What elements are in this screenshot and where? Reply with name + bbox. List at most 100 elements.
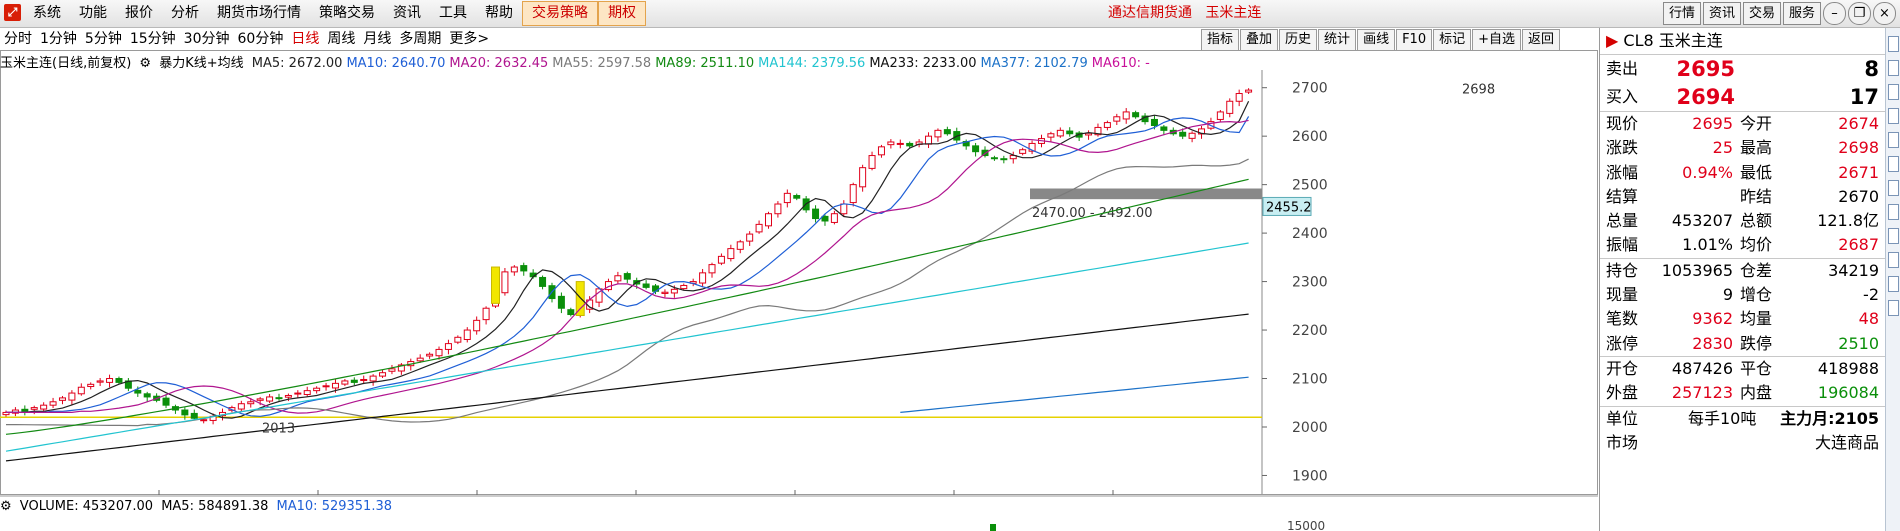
quote-row: 现量 9 增仓 -2 <box>1600 283 1885 307</box>
menu-item-0[interactable]: 系统 <box>33 5 61 21</box>
candle-body <box>322 385 330 388</box>
app-logo-icon[interactable]: ⤢ <box>4 4 21 21</box>
candle-body <box>1000 158 1008 161</box>
period-tab-10[interactable]: 更多> <box>449 31 490 47</box>
menu-item-7[interactable]: 工具 <box>439 5 467 21</box>
period-tab-0[interactable]: 分时 <box>4 31 32 47</box>
tool-button-5[interactable]: F10 <box>1396 29 1433 51</box>
candle-body <box>256 398 264 401</box>
candle-body <box>1150 118 1158 127</box>
close-icon[interactable]: × <box>1873 2 1896 25</box>
period-tab-1[interactable]: 1分钟 <box>40 31 77 47</box>
candle-body <box>284 394 292 398</box>
service-button[interactable]: 服务 <box>1782 2 1821 25</box>
main-menu: 系统 功能 报价 分析 期货市场行情 策略交易 资讯 工具 帮助 交易策略 期权 <box>24 0 646 27</box>
menu-item-8[interactable]: 帮助 <box>485 5 513 21</box>
candle-body <box>1188 132 1196 139</box>
candle-body <box>463 329 471 340</box>
tool-button-4[interactable]: 画线 <box>1357 29 1396 51</box>
sell-row[interactable]: 卖出 2695 8 <box>1600 55 1885 83</box>
quote-label: 结算 <box>1606 186 1639 206</box>
candle-body <box>115 378 123 383</box>
candle-body <box>877 146 885 156</box>
candle-body <box>341 380 349 385</box>
minimize-icon[interactable]: – <box>1823 2 1846 25</box>
tool-button-1[interactable]: 叠加 <box>1240 29 1279 51</box>
quote-row: 笔数 9362 均量 48 <box>1600 307 1885 331</box>
menu-item-5[interactable]: 策略交易 <box>319 5 375 21</box>
quote-label: 现量 <box>1606 285 1639 305</box>
quote-value: 9 <box>1722 285 1733 305</box>
menu-item-1[interactable]: 功能 <box>79 5 107 21</box>
menu-item-3[interactable]: 分析 <box>171 5 199 21</box>
title-app: 通达信期货通 <box>1108 5 1192 21</box>
tool-button-0[interactable]: 指标 <box>1201 29 1240 51</box>
quote-label-2: 均价 <box>1740 235 1773 255</box>
kline-chart[interactable]: 1900 2000 2100 2200 2300 2400 2500 2600 2700 2470… <box>0 50 1598 531</box>
chart-frame <box>0 50 1598 495</box>
quote-value: 2830 <box>1692 333 1733 353</box>
menu-item-10[interactable]: 期权 <box>598 1 646 26</box>
ma-legend-3: MA55: 2597.58 <box>552 56 652 71</box>
unit-row: 单位 每手10吨 主力月:2105 <box>1600 407 1885 431</box>
candle-body <box>1019 149 1027 154</box>
tool-button-7[interactable]: +自选 <box>1472 29 1522 51</box>
chart-toolbar: 指标 叠加 历史 统计 画线 F10 标记 +自选 返回 <box>1201 29 1561 51</box>
quote-button[interactable]: 行情 <box>1662 2 1701 25</box>
menu-item-2[interactable]: 报价 <box>125 5 153 21</box>
candle-body <box>87 383 95 388</box>
quote-value-2: 418988 <box>1817 358 1879 378</box>
quote-label-2: 平仓 <box>1740 358 1773 378</box>
period-tab-4[interactable]: 30分钟 <box>183 31 230 47</box>
tool-button-6[interactable]: 标记 <box>1433 29 1472 51</box>
news-button[interactable]: 资讯 <box>1702 2 1741 25</box>
candle-body <box>200 419 208 422</box>
tool-button-3[interactable]: 统计 <box>1318 29 1357 51</box>
candle-body <box>680 284 688 290</box>
volume-legend: ⚙ VOLUME: 453207.00 MA5: 584891.38 MA10:… <box>0 498 396 516</box>
candle-body <box>49 401 57 406</box>
candle-body <box>501 271 509 294</box>
volume-axis-label: 15000 <box>1287 519 1325 531</box>
menu-item-9[interactable]: 交易策略 <box>522 1 598 26</box>
menu-item-4[interactable]: 期货市场行情 <box>217 5 301 21</box>
tool-button-8[interactable]: 返回 <box>1522 29 1561 51</box>
restore-icon[interactable]: ❐ <box>1848 2 1871 25</box>
quote-value-2: 2671 <box>1838 162 1879 182</box>
indicator-gear-icon[interactable]: ⚙ <box>139 56 152 71</box>
buy-volume: 17 <box>1849 85 1879 109</box>
candle-body <box>96 380 104 383</box>
menu-item-6[interactable]: 资讯 <box>393 5 421 21</box>
period-tab-8[interactable]: 月线 <box>363 31 392 47</box>
buy-row[interactable]: 买入 2694 17 <box>1600 83 1885 111</box>
candle-body <box>783 192 791 204</box>
period-tab-9[interactable]: 多周期 <box>399 31 442 47</box>
window-buttons: 行情 资讯 交易 服务 – ❐ × <box>1661 2 1896 25</box>
quote-row: 持仓 1053965 仓差 34219 <box>1600 259 1885 283</box>
candle-body <box>482 307 490 321</box>
tool-button-2[interactable]: 历史 <box>1279 29 1318 51</box>
candle-body <box>313 387 321 392</box>
candle-body <box>416 357 424 362</box>
candle-body <box>1132 112 1140 118</box>
ma-legend-5: MA144: 2379.56 <box>758 56 866 71</box>
quote-label-2: 今开 <box>1740 114 1773 133</box>
period-tab-3[interactable]: 15分钟 <box>129 31 176 47</box>
candle-body <box>426 353 434 357</box>
period-tab-2[interactable]: 5分钟 <box>84 31 122 47</box>
y-tick-label: 2700 <box>1292 81 1328 97</box>
period-bar: 分时 1分钟 5分钟 15分钟 30分钟 60分钟 日线 周线 月线 多周期 更多> <box>0 28 1598 51</box>
period-tab-6[interactable]: 日线 <box>291 31 320 47</box>
quote-value-2: 2670 <box>1838 186 1879 206</box>
period-tab-5[interactable]: 60分钟 <box>237 31 284 47</box>
trade-button[interactable]: 交易 <box>1742 2 1781 25</box>
volume-gear-icon[interactable]: ⚙ <box>0 499 12 514</box>
period-tab-7[interactable]: 周线 <box>327 31 356 47</box>
candle-body <box>764 213 772 227</box>
indicator-name[interactable]: 暴力K线+均线 <box>159 56 244 71</box>
candle-body <box>1179 131 1187 137</box>
candle-body <box>849 184 857 204</box>
side-scrollbar[interactable] <box>1885 28 1900 531</box>
candle-body <box>510 266 518 273</box>
quote-block-2: 持仓 1053965 仓差 34219 现量 9 增仓 -2 笔数 9362 均量 48 涨停 2830 跌… <box>1600 257 1885 356</box>
